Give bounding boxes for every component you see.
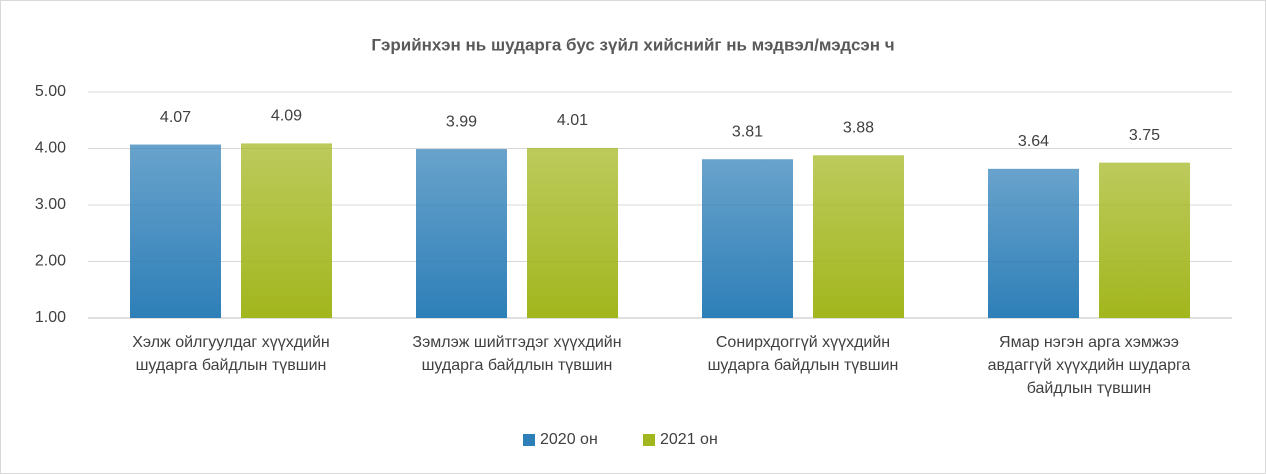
data-label: 4.01: [557, 112, 588, 129]
bar: [1099, 162, 1190, 318]
bar: [416, 149, 507, 318]
legend-swatch: [643, 434, 655, 446]
chart-title: Гэрийнхэн нь шударга бус зүйл хийснийг н…: [371, 35, 894, 54]
x-tick-label: Хэлж ойлгуулдаг хүүхдийн шударга байдлын …: [132, 334, 330, 374]
x-tick-label: Ямар нэгэн арга хэмжээ авдаггүй хүүхдийн …: [988, 334, 1191, 397]
data-label: 3.81: [732, 123, 763, 140]
data-label: 3.64: [1018, 133, 1049, 150]
data-label: 3.99: [446, 113, 477, 130]
data-label: 4.07: [160, 109, 191, 126]
bar: [813, 155, 904, 318]
bar: [702, 159, 793, 318]
y-tick-label: 5.00: [35, 83, 66, 100]
x-tick-label: Сонирхдоггүй хүүхдийн шударга байдлын түв…: [708, 334, 899, 374]
data-label: 3.75: [1129, 127, 1160, 144]
bar: [988, 168, 1079, 318]
legend-swatch: [523, 434, 535, 446]
bar: [241, 143, 332, 318]
legend-label: 2021 он: [660, 431, 718, 448]
y-tick-label: 2.00: [35, 253, 66, 270]
bar: [527, 147, 618, 318]
legend-label: 2020 он: [540, 431, 598, 448]
y-tick-label: 4.00: [35, 140, 66, 157]
data-label: 3.88: [843, 119, 874, 136]
y-tick-label: 3.00: [35, 196, 66, 213]
bar: [130, 144, 221, 318]
x-tick-label: Зэмлэж шийтгэдэг хүүхдийн шударга байдлын…: [412, 334, 621, 374]
y-tick-label: 1.00: [35, 309, 66, 326]
data-label: 4.09: [271, 108, 302, 125]
